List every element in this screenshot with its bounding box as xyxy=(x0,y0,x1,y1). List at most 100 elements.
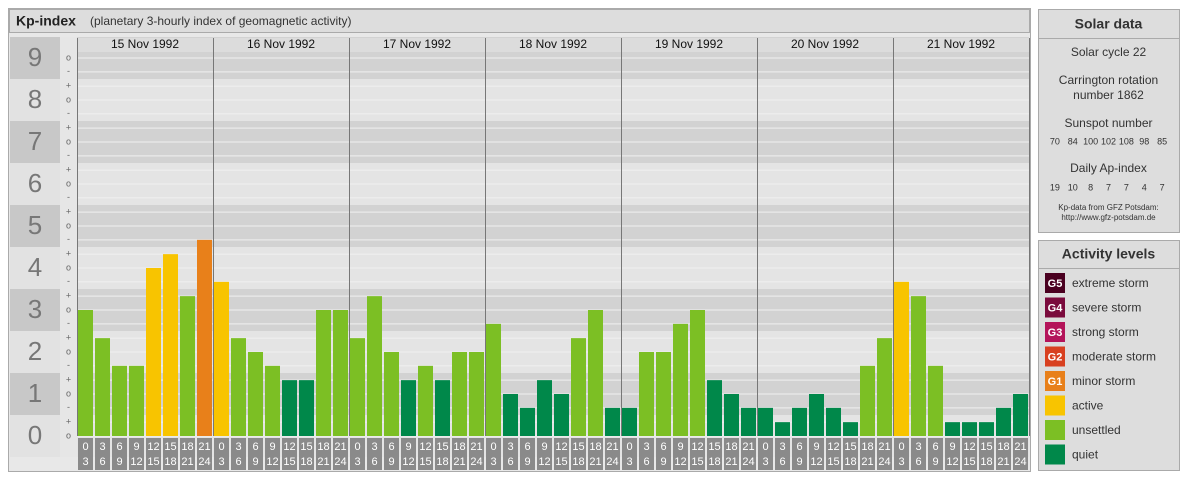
interval-box xyxy=(758,438,773,470)
sunspot-number: 108 xyxy=(1119,136,1134,146)
level-swatch xyxy=(1045,420,1065,440)
minor-tick-label: - xyxy=(67,108,70,118)
y-label-band xyxy=(10,415,60,457)
y-label-band xyxy=(10,79,60,121)
minor-tick-label: o xyxy=(66,262,71,272)
date-header xyxy=(485,38,621,52)
kp-bar xyxy=(180,296,195,436)
y-label-band xyxy=(10,37,60,79)
date-label: 20 Nov 1992 xyxy=(791,37,859,51)
interval-box xyxy=(469,438,484,470)
interval-box xyxy=(265,438,280,470)
level-name: extreme storm xyxy=(1072,276,1149,290)
interval-end: 18 xyxy=(164,456,176,468)
levels-title: Activity levels xyxy=(1062,246,1156,262)
interval-end: 6 xyxy=(643,456,649,468)
interval-start: 6 xyxy=(932,441,938,453)
minor-tick-label: - xyxy=(67,66,70,76)
interval-start: 0 xyxy=(218,441,224,453)
interval-box xyxy=(826,438,841,470)
interval-start: 9 xyxy=(949,441,955,453)
interval-box xyxy=(996,438,1011,470)
carrington: Carrington rotation xyxy=(1059,73,1158,87)
interval-start: 0 xyxy=(898,441,904,453)
interval-start: 15 xyxy=(164,441,176,453)
interval-start: 3 xyxy=(371,441,377,453)
interval-end: 24 xyxy=(334,456,346,468)
interval-end: 24 xyxy=(470,456,482,468)
minor-tick-label: o xyxy=(66,52,71,62)
kp-bar xyxy=(979,422,994,436)
minor-tick-label: o xyxy=(66,178,71,188)
interval-end: 15 xyxy=(283,456,295,468)
level-swatch xyxy=(1045,297,1065,318)
interval-end: 12 xyxy=(266,456,278,468)
y-tick-label: 9 xyxy=(28,42,42,72)
interval-start: 15 xyxy=(708,441,720,453)
interval-box xyxy=(639,438,654,470)
interval-end: 3 xyxy=(490,456,496,468)
interval-end: 24 xyxy=(878,456,890,468)
interval-end: 15 xyxy=(963,456,975,468)
level-badge: G2 xyxy=(1048,351,1063,363)
interval-start: 15 xyxy=(436,441,448,453)
interval-box xyxy=(809,438,824,470)
kp-bar xyxy=(537,380,552,436)
interval-start: 6 xyxy=(116,441,122,453)
interval-end: 24 xyxy=(742,456,754,468)
level-swatch xyxy=(1045,444,1065,465)
kp-bar xyxy=(928,365,943,436)
interval-start: 9 xyxy=(405,441,411,453)
kp-bar xyxy=(95,338,110,436)
kp-bar xyxy=(112,365,127,436)
minor-tick-label: + xyxy=(66,81,71,91)
interval-start: 21 xyxy=(198,441,210,453)
kp-bar xyxy=(520,407,535,436)
kp-bar xyxy=(248,352,263,436)
kp-bar xyxy=(860,365,875,436)
kp-bar xyxy=(163,254,178,436)
kp-bar xyxy=(282,380,297,436)
interval-box xyxy=(792,438,807,470)
interval-box xyxy=(979,438,994,470)
kp-bar xyxy=(384,352,399,436)
interval-end: 12 xyxy=(810,456,822,468)
interval-box xyxy=(78,438,93,470)
minor-tick-label: o xyxy=(66,430,71,440)
date-label: 18 Nov 1992 xyxy=(519,37,587,51)
interval-end: 6 xyxy=(507,456,513,468)
minor-tick-label: o xyxy=(66,346,71,356)
kp-bar xyxy=(894,281,909,436)
interval-box xyxy=(656,438,671,470)
interval-end: 12 xyxy=(402,456,414,468)
interval-end: 24 xyxy=(198,456,210,468)
interval-start: 12 xyxy=(147,441,159,453)
interval-start: 12 xyxy=(963,441,975,453)
sunspot-number: 84 xyxy=(1068,136,1078,146)
level-badge: G4 xyxy=(1048,302,1064,314)
interval-end: 21 xyxy=(997,456,1009,468)
y-tick-label: 3 xyxy=(28,294,42,324)
header-bar xyxy=(9,9,1030,33)
interval-start: 18 xyxy=(997,441,1009,453)
interval-start: 3 xyxy=(235,441,241,453)
interval-box xyxy=(282,438,297,470)
source-note: Kp-data from GFZ Potsdam: xyxy=(1058,203,1158,212)
interval-box xyxy=(452,438,467,470)
date-label: 21 Nov 1992 xyxy=(927,37,995,51)
interval-start: 9 xyxy=(813,441,819,453)
level-name: active xyxy=(1072,399,1104,413)
interval-box xyxy=(520,438,535,470)
interval-end: 15 xyxy=(691,456,703,468)
interval-start: 0 xyxy=(762,441,768,453)
interval-box xyxy=(588,438,603,470)
kp-bar xyxy=(435,380,450,436)
interval-start: 9 xyxy=(133,441,139,453)
level-swatch xyxy=(1045,322,1065,342)
kp-bar xyxy=(265,365,280,436)
interval-end: 24 xyxy=(606,456,618,468)
interval-start: 0 xyxy=(354,441,360,453)
minor-tick-label: o xyxy=(66,304,71,314)
interval-end: 9 xyxy=(524,456,530,468)
level-name: unsettled xyxy=(1072,423,1121,437)
